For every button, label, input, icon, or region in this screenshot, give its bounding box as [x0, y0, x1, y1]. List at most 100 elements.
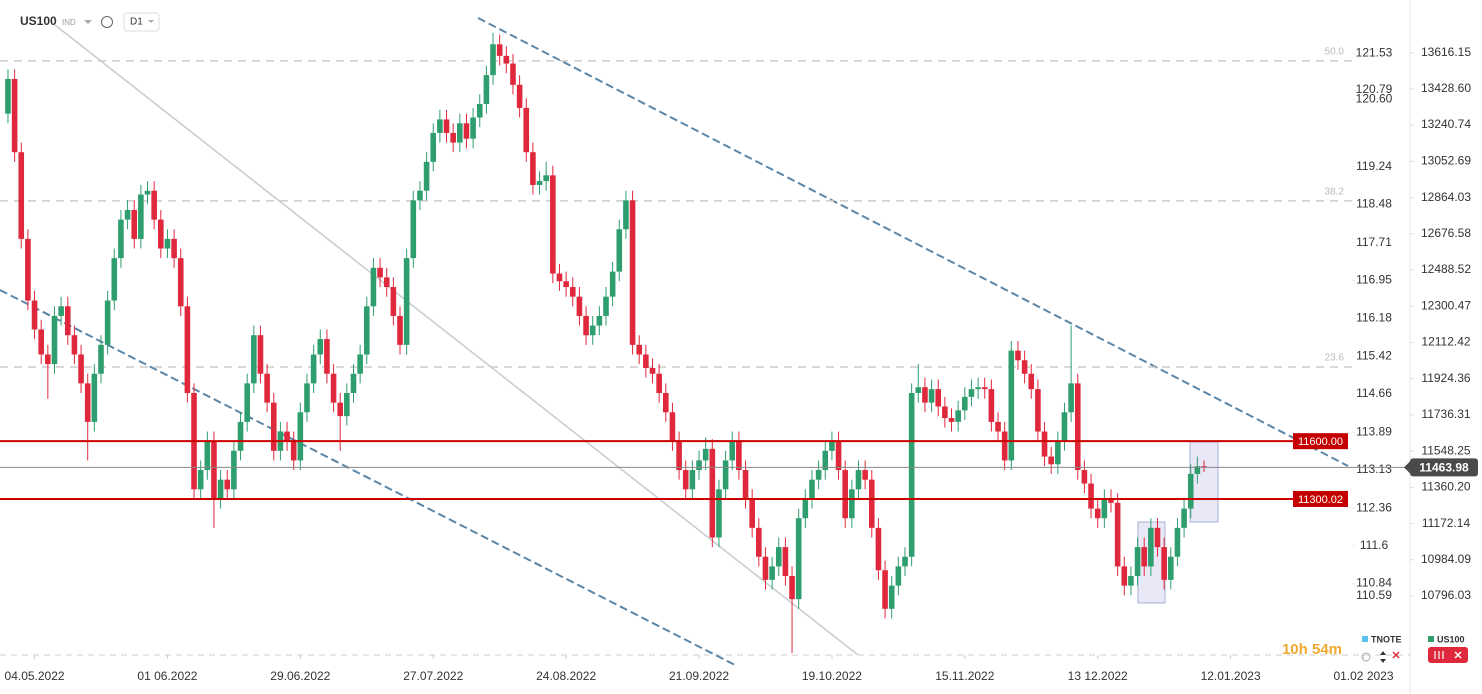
close-icon[interactable] [1454, 651, 1462, 659]
candle-body [1094, 508, 1101, 519]
header: US100 IND D1 [20, 12, 160, 32]
candle-body [1068, 383, 1074, 413]
last-price-tag [1410, 458, 1478, 477]
candle-body [310, 354, 317, 384]
candle-body [862, 470, 868, 480]
close-icon[interactable] [1392, 651, 1400, 659]
level-label: 11600.00 [1298, 436, 1343, 448]
candle-body [144, 190, 151, 195]
dropdown-icon[interactable] [148, 20, 154, 23]
candle-body [676, 441, 682, 471]
legend-label[interactable]: US100 [1437, 634, 1465, 644]
candle-body [669, 412, 676, 442]
candle-body [330, 373, 337, 403]
y-tick-label: 12112.42 [1421, 335, 1470, 349]
candle-body [888, 585, 895, 609]
interval-box[interactable] [123, 12, 160, 32]
candle-body [1108, 498, 1114, 503]
candle-body [596, 315, 603, 326]
candle-body [25, 238, 31, 301]
x-tick-label: 13 12.2022 [1068, 669, 1128, 683]
candle-body [476, 104, 483, 118]
candle-body [802, 498, 809, 519]
x-tick-label: 21.09.2022 [669, 669, 729, 683]
candle-body [463, 123, 470, 139]
candle-body [530, 152, 536, 185]
candle-body [908, 393, 915, 557]
candle-body [682, 470, 689, 490]
y2-tick-label: 120.60 [1356, 91, 1393, 105]
y-tick-label: 11548.25 [1421, 443, 1470, 457]
candle-body [1001, 431, 1008, 461]
candle-body [483, 75, 490, 105]
candle-body [11, 78, 18, 153]
sort-icon[interactable] [1380, 651, 1386, 663]
candle-body [64, 306, 71, 336]
candle-body [490, 44, 496, 76]
candle-body [842, 470, 849, 519]
candle-body [503, 55, 510, 64]
y2-tick-label: 120.79 [1356, 82, 1393, 96]
fib-label: 38.2 [1325, 187, 1345, 198]
fib-label: 50.0 [1325, 47, 1345, 58]
candle-body [1148, 527, 1154, 567]
candle-body [1161, 547, 1167, 580]
y2-tick-label: 114.66 [1356, 386, 1392, 400]
candle-body [1194, 466, 1201, 474]
candle-body [1021, 360, 1028, 374]
candle-body [795, 518, 802, 600]
candle-body [1134, 547, 1141, 577]
candle-body [197, 470, 204, 490]
dropdown-icon[interactable] [84, 20, 92, 24]
candle-body [84, 383, 91, 422]
candle-body [948, 418, 955, 422]
y-tick-label: 12488.52 [1421, 262, 1471, 276]
y-tick-label: 13240.74 [1421, 117, 1471, 131]
candle-body [649, 367, 656, 374]
candle-body [849, 489, 855, 519]
candle-body [563, 281, 569, 288]
symbol[interactable]: US100 [20, 14, 57, 28]
candle-body [510, 63, 516, 85]
candle-body [942, 406, 948, 419]
x-tick-label: 29.06.2022 [270, 669, 330, 683]
candle-body [217, 479, 224, 499]
legend-label[interactable]: TNOTE [1371, 634, 1402, 644]
candle-body [231, 450, 237, 490]
info-icon[interactable] [101, 16, 113, 28]
candle-body [390, 287, 397, 316]
candle-body [835, 441, 842, 471]
candle-body [350, 373, 357, 393]
candle-body [589, 325, 596, 336]
x-tick-label: 12.01.2023 [1201, 669, 1261, 683]
candle-body [623, 200, 629, 230]
candle-body [224, 479, 231, 490]
candle-body [1061, 412, 1068, 442]
candle-body [457, 123, 463, 143]
y-tick-label: 12676.58 [1421, 226, 1471, 240]
trend-line [0, 289, 736, 666]
y2-tick-label: 112.36 [1356, 500, 1392, 514]
adjust-icon[interactable] [1434, 651, 1444, 659]
candle-body [995, 421, 1001, 432]
fib-label: 23.6 [1325, 353, 1345, 364]
candle-body [922, 387, 928, 403]
y-tick-label: 13052.69 [1421, 153, 1471, 167]
candle-body [443, 119, 450, 133]
candle-body [689, 470, 696, 490]
visibility-icon[interactable] [1361, 652, 1371, 662]
candle-body [988, 389, 995, 422]
candle-body [290, 441, 297, 461]
interval[interactable]: D1 [130, 17, 143, 28]
candle-body [58, 306, 64, 316]
candle-body [91, 373, 98, 422]
candle-body [31, 300, 38, 330]
candle-body [516, 84, 523, 108]
candle-body [523, 107, 530, 153]
candle-body [1081, 470, 1088, 484]
settings-button[interactable] [1428, 647, 1468, 663]
candle-body [902, 556, 908, 567]
candle-body [104, 300, 111, 345]
candle-body [1121, 566, 1128, 586]
